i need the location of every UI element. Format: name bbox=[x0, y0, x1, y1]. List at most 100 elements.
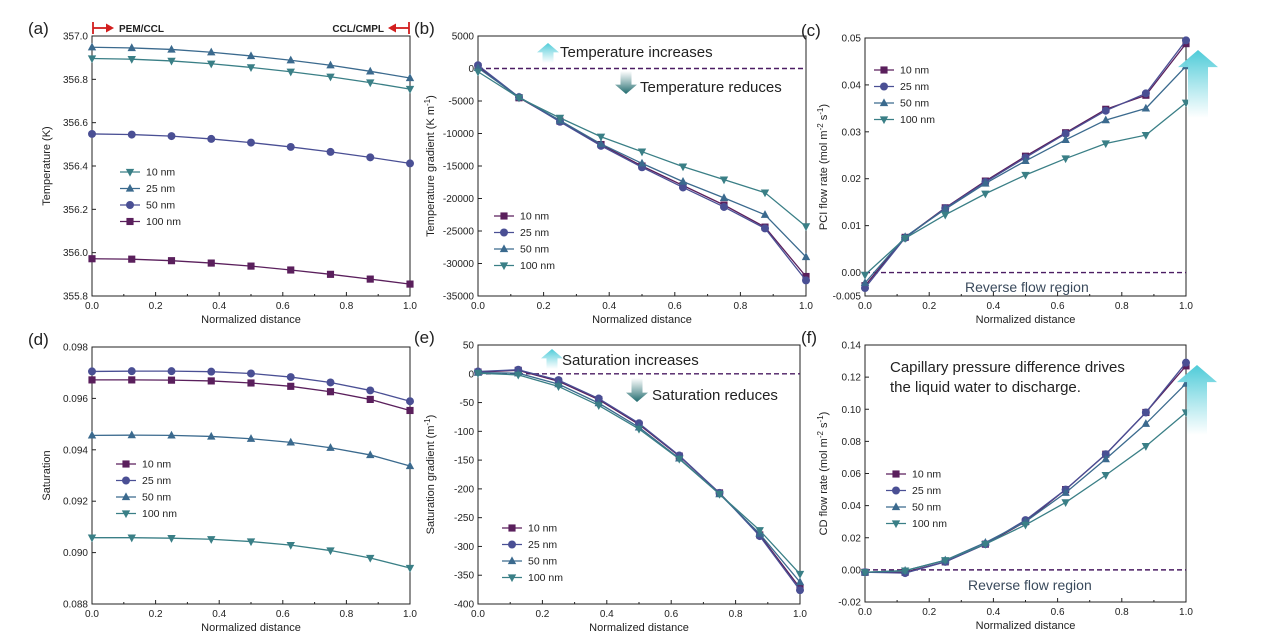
y-axis-label: Temperature (K) bbox=[41, 126, 53, 205]
y-axis-label-sup: -1 bbox=[816, 107, 825, 115]
y-tick-label: 0.03 bbox=[842, 127, 862, 138]
y-axis-label-sup: -1 bbox=[423, 418, 432, 426]
data-point-100nm bbox=[760, 189, 770, 198]
legend-marker bbox=[499, 262, 509, 271]
data-point-25nm bbox=[679, 183, 687, 192]
data-point-100nm bbox=[1101, 471, 1110, 480]
data-point-25nm bbox=[1141, 89, 1150, 98]
legend: 10 nm 25 nm 50 nm 100 nm bbox=[120, 167, 181, 228]
x-axis-label: Normalized distance bbox=[592, 314, 692, 326]
y-axis-label-part: ) bbox=[425, 95, 437, 99]
y-tick-label: 0.05 bbox=[842, 34, 862, 45]
y-axis-label-part: ) bbox=[425, 415, 437, 419]
data-point-100nm bbox=[514, 371, 523, 380]
legend: 10 nm 25 nm 50 nm 100 nm bbox=[116, 459, 177, 520]
data-point-10nm bbox=[207, 60, 216, 69]
legend-label: 10 nm bbox=[900, 65, 929, 77]
legend-marker bbox=[507, 556, 517, 565]
data-point-10nm bbox=[246, 64, 256, 73]
data-point-25nm bbox=[1061, 129, 1070, 138]
x-tick-label: 0.6 bbox=[276, 609, 290, 620]
data-point-25nm bbox=[1101, 106, 1110, 115]
data-point-50nm bbox=[1101, 115, 1110, 124]
data-point-100nm bbox=[637, 148, 647, 157]
legend-label: 25 nm bbox=[142, 475, 171, 487]
legend: 10 nm 25 nm 50 nm 100 nm bbox=[502, 523, 563, 584]
panel-label: (e) bbox=[414, 328, 435, 347]
y-tick-label: -30000 bbox=[443, 259, 475, 270]
y-tick-label: 0.096 bbox=[63, 394, 88, 405]
y-axis-label-part: Saturation gradient (m bbox=[425, 425, 437, 534]
x-tick-label: 0.4 bbox=[212, 301, 226, 312]
y-tick-label: 0 bbox=[468, 64, 474, 75]
legend-marker bbox=[121, 492, 131, 501]
legend-marker bbox=[508, 540, 516, 549]
panel-d: 0.0 0.2 0.4 0.6 0.8 1.0 0.088 0.090 0.092 0.094 0.… bbox=[28, 330, 417, 634]
arrow-down-icon bbox=[626, 378, 648, 402]
x-tick-label: 0.8 bbox=[339, 301, 353, 312]
x-tick-label: 0.8 bbox=[729, 609, 743, 620]
legend-label: 50 nm bbox=[912, 502, 941, 514]
x-tick-label: 0.2 bbox=[922, 607, 936, 618]
y-axis-label-sup: -1 bbox=[816, 415, 825, 423]
y-tick-label: 356.6 bbox=[63, 118, 88, 129]
legend-marker bbox=[892, 486, 900, 495]
y-axis-label-part: ) bbox=[818, 412, 830, 416]
legend-marker bbox=[879, 116, 889, 125]
data-point-10nm bbox=[366, 395, 374, 403]
y-tick-label: 0.10 bbox=[842, 405, 862, 416]
data-point-25nm bbox=[720, 202, 728, 211]
data-point-25nm bbox=[861, 284, 869, 293]
data-point-50nm bbox=[1061, 488, 1070, 496]
data-point-100nm bbox=[860, 569, 870, 577]
data-point-10nm bbox=[207, 377, 215, 385]
arrow-up-icon bbox=[1178, 50, 1218, 118]
data-point-100nm bbox=[1061, 155, 1070, 164]
y-tick-label: 0.088 bbox=[63, 600, 88, 611]
series-line-10nm bbox=[91, 57, 411, 90]
x-tick-label: 1.0 bbox=[403, 609, 417, 620]
y-tick-label: 0.02 bbox=[842, 174, 862, 185]
annotation-reduce: Saturation reduces bbox=[652, 387, 778, 404]
y-axis-label: Temperature gradient (K m-1) bbox=[423, 95, 438, 237]
legend-label: 50 nm bbox=[900, 98, 929, 110]
data-point-100nm bbox=[981, 541, 990, 549]
data-point-100nm bbox=[1061, 499, 1070, 508]
x-tick-label: 0.0 bbox=[471, 609, 485, 620]
legend-marker bbox=[508, 524, 516, 532]
y-tick-label: 0.02 bbox=[842, 533, 862, 544]
annotation-increase: Temperature increases bbox=[560, 44, 713, 61]
region-label-left: PEM/CCL bbox=[119, 24, 164, 35]
data-point-50nm bbox=[87, 430, 97, 439]
x-tick-label: 0.0 bbox=[858, 607, 872, 618]
legend-label: 25 nm bbox=[912, 485, 941, 497]
data-point-25nm bbox=[366, 66, 375, 75]
data-point-10nm bbox=[88, 376, 96, 384]
y-tick-label: -350 bbox=[454, 571, 474, 582]
data-point-50nm bbox=[286, 142, 295, 151]
y-tick-label: 0.094 bbox=[63, 445, 88, 456]
data-point-50nm bbox=[1141, 419, 1151, 427]
data-point-25nm bbox=[406, 397, 414, 406]
data-point-50nm bbox=[366, 450, 375, 459]
data-point-25nm bbox=[207, 367, 216, 376]
y-tick-label: 0.04 bbox=[842, 80, 862, 91]
legend-label: 10 nm bbox=[146, 167, 175, 179]
x-tick-label: 0.0 bbox=[471, 301, 485, 312]
data-point-50nm bbox=[127, 430, 136, 439]
legend-label: 50 nm bbox=[520, 244, 549, 256]
data-point-25nm bbox=[286, 373, 295, 382]
y-tick-label: -150 bbox=[454, 456, 474, 467]
y-axis-label-part: ) bbox=[818, 104, 830, 108]
y-tick-label: -200 bbox=[454, 484, 474, 495]
legend-marker bbox=[892, 470, 900, 478]
data-point-10nm bbox=[326, 73, 335, 82]
y-tick-label: -0.005 bbox=[833, 292, 862, 303]
x-tick-label: 1.0 bbox=[1179, 301, 1193, 312]
data-point-50nm bbox=[860, 278, 870, 287]
data-point-50nm bbox=[167, 430, 176, 439]
data-point-100nm bbox=[167, 535, 176, 543]
data-point-100nm bbox=[207, 536, 216, 544]
data-point-100nm bbox=[941, 211, 950, 220]
panel-e: 0.0 0.2 0.4 0.6 0.8 1.0 -400 -350 -300 -250 -200 -1… bbox=[414, 328, 807, 634]
